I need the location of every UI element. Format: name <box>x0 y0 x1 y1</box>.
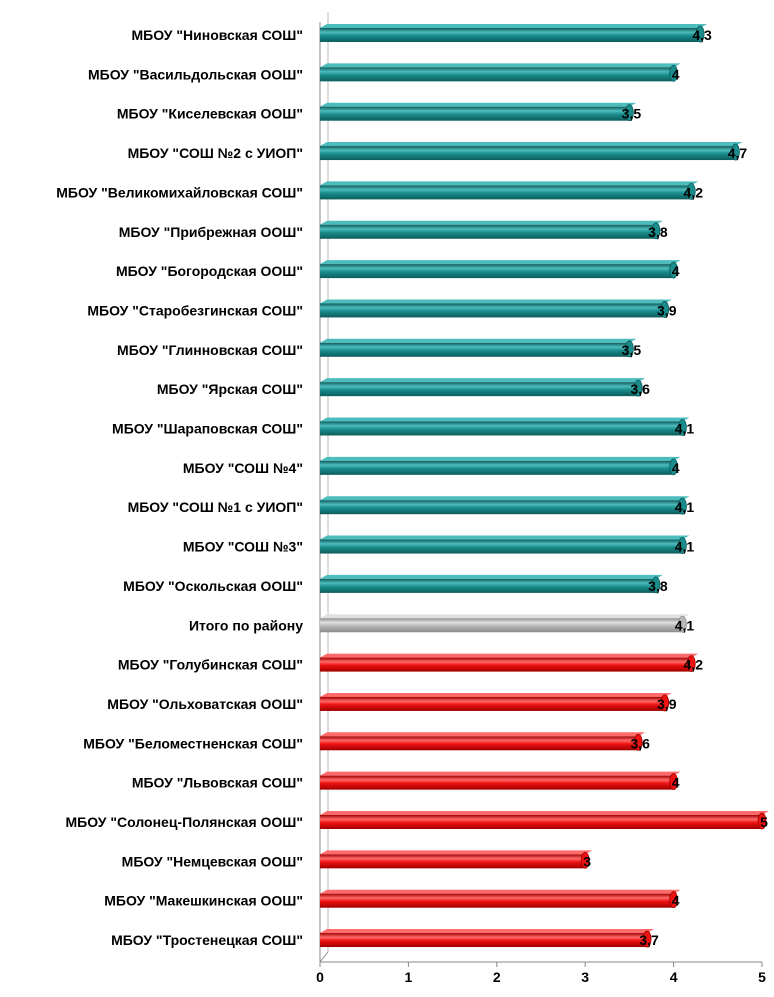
value-label: 4 <box>672 893 680 909</box>
category-label: МБОУ "Немцевская ООШ" <box>122 853 303 869</box>
value-label: 3,9 <box>657 302 677 318</box>
bar <box>320 338 637 358</box>
category-labels: МБОУ "Ниновская СОШ" МБОУ "Васильдольская… <box>56 27 303 948</box>
x-axis-depth-line <box>319 951 329 963</box>
value-label: 4,7 <box>728 145 748 161</box>
bar <box>320 811 769 830</box>
category-label: МБОУ "Тростенецкая СОШ" <box>111 932 303 948</box>
value-label: 4,2 <box>684 184 704 200</box>
value-label: 3 <box>583 853 591 869</box>
bar <box>320 771 681 791</box>
category-label: МБОУ "Солонец-Полянская ООШ" <box>66 814 304 830</box>
category-label: МБОУ "Шараповская СОШ" <box>112 421 303 437</box>
bar <box>320 889 681 909</box>
category-label: МБОУ "Старобезгинская СОШ" <box>87 302 303 318</box>
category-label: МБОУ "СОШ №4" <box>183 460 303 476</box>
value-label: 3,7 <box>639 932 659 948</box>
value-label: 5 <box>760 814 768 830</box>
bar <box>320 63 681 82</box>
bar <box>320 929 655 948</box>
category-label: МБОУ "Богородская ООШ" <box>116 263 303 279</box>
bar <box>320 535 690 554</box>
value-label: 3,5 <box>622 106 642 122</box>
bar <box>320 181 699 200</box>
bar <box>320 260 681 279</box>
x-tick-label: 0 <box>316 969 324 985</box>
value-label: 3,8 <box>648 578 668 594</box>
bar <box>320 378 646 397</box>
x-tick-label: 2 <box>493 969 501 985</box>
chart-axes <box>319 12 762 963</box>
category-label: МБОУ "Великомихайловская СОШ" <box>56 184 303 200</box>
category-label: МБОУ "Макешкинская ООШ" <box>104 893 303 909</box>
value-label: 4,1 <box>675 421 695 437</box>
category-label: МБОУ "Ниновская СОШ" <box>132 27 303 43</box>
bar <box>320 299 672 318</box>
value-label: 3,9 <box>657 696 677 712</box>
category-label: МБОУ "Глинновская СОШ" <box>117 342 303 358</box>
value-label: 4,1 <box>675 617 695 633</box>
category-label: МБОУ "Львовская СОШ" <box>132 775 303 791</box>
category-label: МБОУ "СОШ №3" <box>183 539 303 555</box>
bar <box>320 417 690 436</box>
bar <box>320 220 663 240</box>
x-tick-label: 1 <box>405 969 413 985</box>
value-label: 4,1 <box>675 499 695 515</box>
category-label: МБОУ "Ольховатская ООШ" <box>107 696 303 712</box>
bar <box>320 614 690 633</box>
bar <box>320 456 681 476</box>
category-label: МБОУ "Ярская СОШ" <box>157 381 303 397</box>
value-label: 4,1 <box>675 539 695 555</box>
bar <box>320 850 593 869</box>
value-label: 3,5 <box>622 342 642 358</box>
value-labels: 4,3 4 3,5 4,7 4,2 3,8 4 3,9 3,5 3,6 4,1 4 4,1 4,1 3,8 4… <box>583 27 768 948</box>
bar <box>320 24 708 43</box>
value-label: 4 <box>672 66 680 82</box>
bar <box>320 496 690 515</box>
category-label: МБОУ "СОШ №2 с УИОП" <box>128 145 303 161</box>
value-label: 3,6 <box>631 381 651 397</box>
bar <box>320 692 672 712</box>
category-label: МБОУ "Прибрежная ООШ" <box>119 224 303 240</box>
category-label: Итого по району <box>189 617 303 633</box>
category-label: МБОУ "СОШ №1 с УИОП" <box>128 499 303 515</box>
bar <box>320 102 637 122</box>
category-label: МБОУ "Беломестненская СОШ" <box>83 735 303 751</box>
x-tick-label: 4 <box>670 969 678 985</box>
category-label: МБОУ "Васильдольская ООШ" <box>88 66 303 82</box>
value-label: 3,6 <box>631 735 651 751</box>
value-label: 4,2 <box>684 657 704 673</box>
category-label: МБОУ "Голубинская СОШ" <box>118 657 303 673</box>
value-label: 4 <box>672 775 680 791</box>
value-label: 4 <box>672 460 680 476</box>
bar <box>320 653 699 672</box>
x-axis-ticks: 0 1 2 3 4 5 <box>316 962 766 985</box>
value-label: 3,8 <box>648 224 668 240</box>
value-label: 4,3 <box>692 27 712 43</box>
x-tick-label: 5 <box>758 969 766 985</box>
chart-bars <box>320 24 769 948</box>
category-label: МБОУ "Киселевская ООШ" <box>117 106 303 122</box>
bar <box>320 574 663 594</box>
bar <box>320 732 646 751</box>
category-label: МБОУ "Оскольская ООШ" <box>123 578 303 594</box>
value-label: 4 <box>672 263 680 279</box>
x-tick-label: 3 <box>581 969 589 985</box>
bar <box>320 142 743 161</box>
